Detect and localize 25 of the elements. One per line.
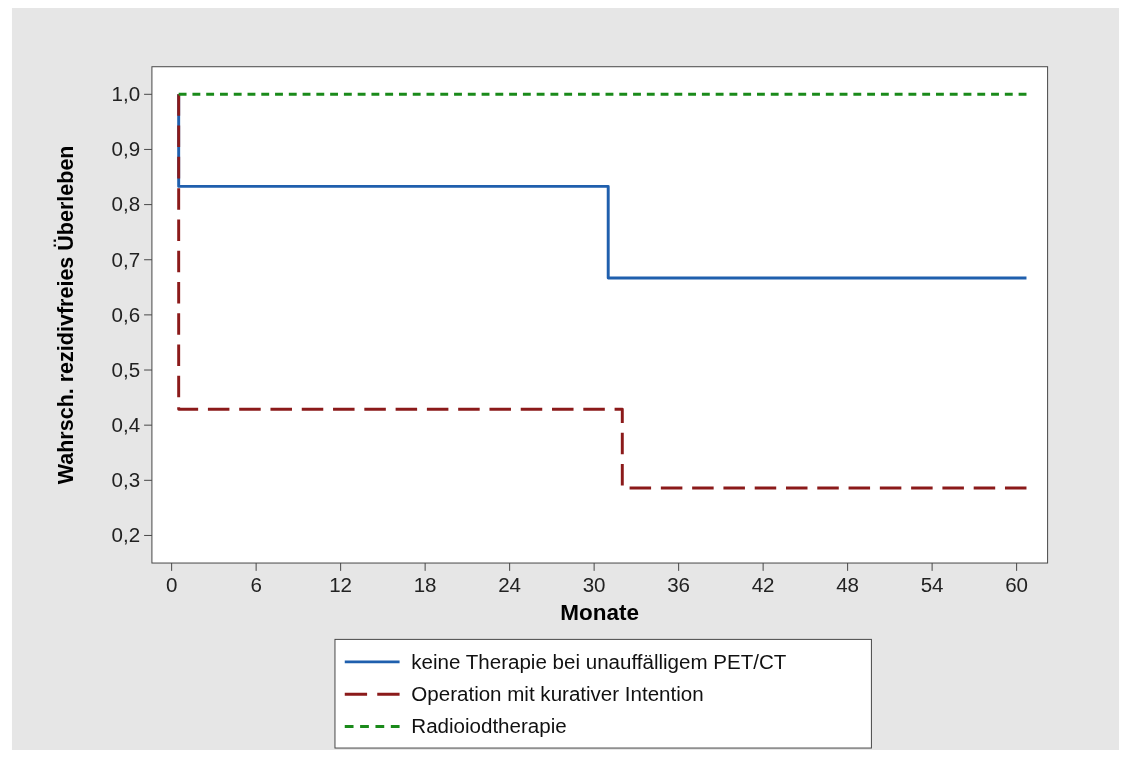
x-tick-label: 54 [920,573,944,597]
y-tick-label: 0,9 [111,137,141,161]
x-tick-label: 60 [1005,573,1029,597]
y-tick-label: 0,8 [111,192,141,216]
y-tick-label: 0,4 [111,413,141,437]
y-tick-label: 0,5 [111,357,141,381]
x-tick-label: 36 [667,573,691,597]
y-tick-label: 0,3 [111,468,141,492]
x-tick-label: 30 [582,573,606,597]
x-tick-label: 24 [498,573,522,597]
y-tick-label: 1,0 [111,82,141,106]
legend-label: Operation mit kurativer Intention [411,682,704,706]
y-tick-label: 0,6 [111,302,141,326]
legend-label: keine Therapie bei unauffälligem PET/CT [411,649,787,673]
legend-label: Radioiodtherapie [411,714,567,738]
x-axis-title: Monate [560,599,640,625]
x-tick-label: 18 [413,573,437,597]
x-tick-label: 0 [165,573,178,597]
y-axis-title: Wahrsch. rezidivfreies Überleben [52,145,78,485]
y-tick-label: 0,2 [111,523,141,547]
x-tick-label: 42 [751,573,775,597]
x-tick-label: 6 [250,573,262,597]
x-tick-label: 12 [329,573,353,597]
y-tick-label: 0,7 [111,247,141,271]
x-tick-label: 48 [836,573,860,597]
